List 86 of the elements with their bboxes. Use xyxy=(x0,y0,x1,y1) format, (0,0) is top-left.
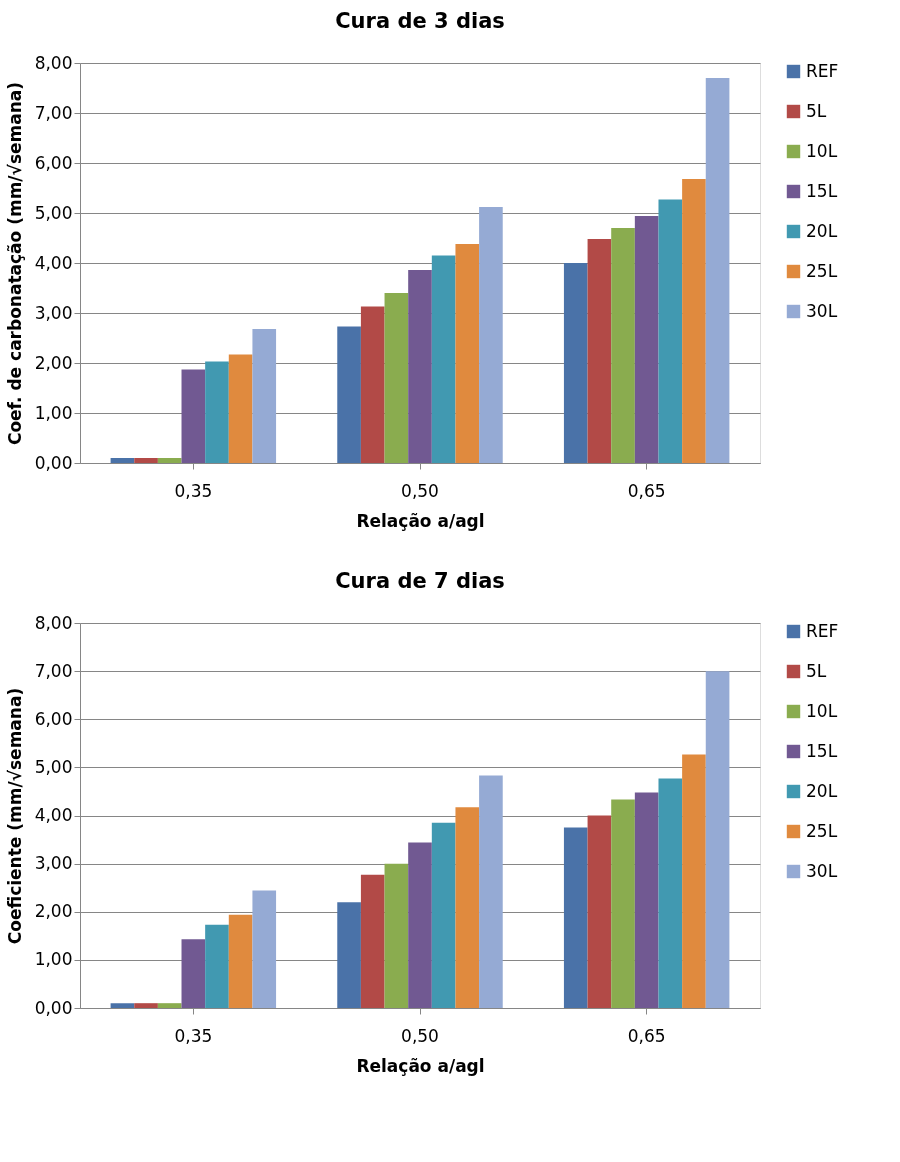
legend-label: 15L xyxy=(806,180,838,201)
bar xyxy=(384,863,409,1008)
legend-label: 5L xyxy=(806,660,827,681)
legend-label: 10L xyxy=(806,700,838,721)
x-tick-label: 0,65 xyxy=(627,480,666,501)
bar xyxy=(360,306,385,463)
x-tick-label: 0,50 xyxy=(401,480,439,501)
bar xyxy=(228,354,253,463)
bar xyxy=(157,458,182,463)
y-tick-label: 2,00 xyxy=(34,352,73,373)
bar xyxy=(110,1003,135,1008)
legend-label: 20L xyxy=(806,220,838,241)
y-tick-label: 3,00 xyxy=(34,302,73,323)
bar xyxy=(658,199,683,463)
bar xyxy=(228,914,253,1008)
bar xyxy=(134,1003,158,1008)
bar xyxy=(337,326,361,463)
bar xyxy=(634,216,659,463)
y-axis-title: Coeficiente (mm/√semana) xyxy=(4,687,25,945)
x-tick-label: 0,35 xyxy=(174,480,213,501)
y-tick-label: 6,00 xyxy=(34,708,73,729)
bar xyxy=(408,842,432,1008)
y-tick-label: 7,00 xyxy=(34,102,73,123)
y-tick-label: 5,00 xyxy=(34,756,73,777)
bar xyxy=(587,239,612,463)
bar xyxy=(705,78,730,463)
bar xyxy=(587,815,612,1008)
bar xyxy=(682,754,706,1008)
x-tick-label: 0,50 xyxy=(401,1025,439,1046)
bar xyxy=(252,329,277,463)
bar xyxy=(455,807,480,1008)
bar xyxy=(110,458,135,463)
y-tick-label: 4,00 xyxy=(34,805,73,825)
y-tick-label: 4,00 xyxy=(34,252,73,273)
bar xyxy=(205,924,229,1008)
bar xyxy=(455,244,480,463)
bar xyxy=(682,179,706,463)
legend-label: 15L xyxy=(806,740,838,761)
chart-title: Cura de 7 dias xyxy=(335,569,505,593)
bar xyxy=(157,1003,182,1008)
y-tick-label: 6,00 xyxy=(34,152,73,173)
bar xyxy=(479,775,503,1008)
x-tick-label: 0,35 xyxy=(174,1025,213,1046)
bar xyxy=(611,799,635,1008)
legend-label: REF xyxy=(806,60,839,81)
x-tick-label: 0,65 xyxy=(627,1025,666,1046)
bar xyxy=(384,293,409,463)
y-tick-label: 8,00 xyxy=(34,612,73,633)
legend-label: 25L xyxy=(806,820,838,841)
bar xyxy=(181,369,206,463)
y-tick-label: 0,00 xyxy=(34,997,73,1018)
y-tick-label: 1,00 xyxy=(34,949,73,970)
y-tick-label: 0,00 xyxy=(34,452,73,473)
bar xyxy=(337,902,361,1008)
bar xyxy=(252,890,277,1008)
y-tick-label: 2,00 xyxy=(34,901,73,922)
y-axis-title: Coef. de carbonatação (mm/√semana) xyxy=(4,81,25,446)
bar xyxy=(563,827,588,1008)
bar xyxy=(431,822,456,1008)
bar xyxy=(408,270,432,463)
legend-label: 30L xyxy=(806,860,838,881)
legend-label: 10L xyxy=(806,140,838,161)
bar xyxy=(479,207,503,463)
bar xyxy=(431,255,456,463)
bar xyxy=(360,874,385,1008)
y-tick-label: 8,00 xyxy=(34,52,73,73)
legend-label: REF xyxy=(806,620,839,641)
y-tick-label: 3,00 xyxy=(34,853,73,874)
x-axis-title: Relação a/agl xyxy=(356,1055,485,1076)
bar xyxy=(611,228,635,463)
y-tick-label: 7,00 xyxy=(34,660,73,681)
bar xyxy=(705,671,730,1008)
bar xyxy=(634,792,659,1008)
legend-label: 25L xyxy=(806,260,838,281)
bar xyxy=(134,458,158,463)
bar xyxy=(181,939,206,1008)
legend-label: 30L xyxy=(806,300,838,321)
legend-label: 20L xyxy=(806,780,838,801)
bar xyxy=(563,263,588,463)
y-tick-label: 1,00 xyxy=(34,402,73,423)
y-tick-label: 5,00 xyxy=(34,202,73,223)
chart-title: Cura de 3 dias xyxy=(335,9,505,33)
bar xyxy=(205,361,229,463)
legend-label: 5L xyxy=(806,100,827,121)
bar xyxy=(658,778,683,1008)
x-axis-title: Relação a/agl xyxy=(356,510,485,531)
